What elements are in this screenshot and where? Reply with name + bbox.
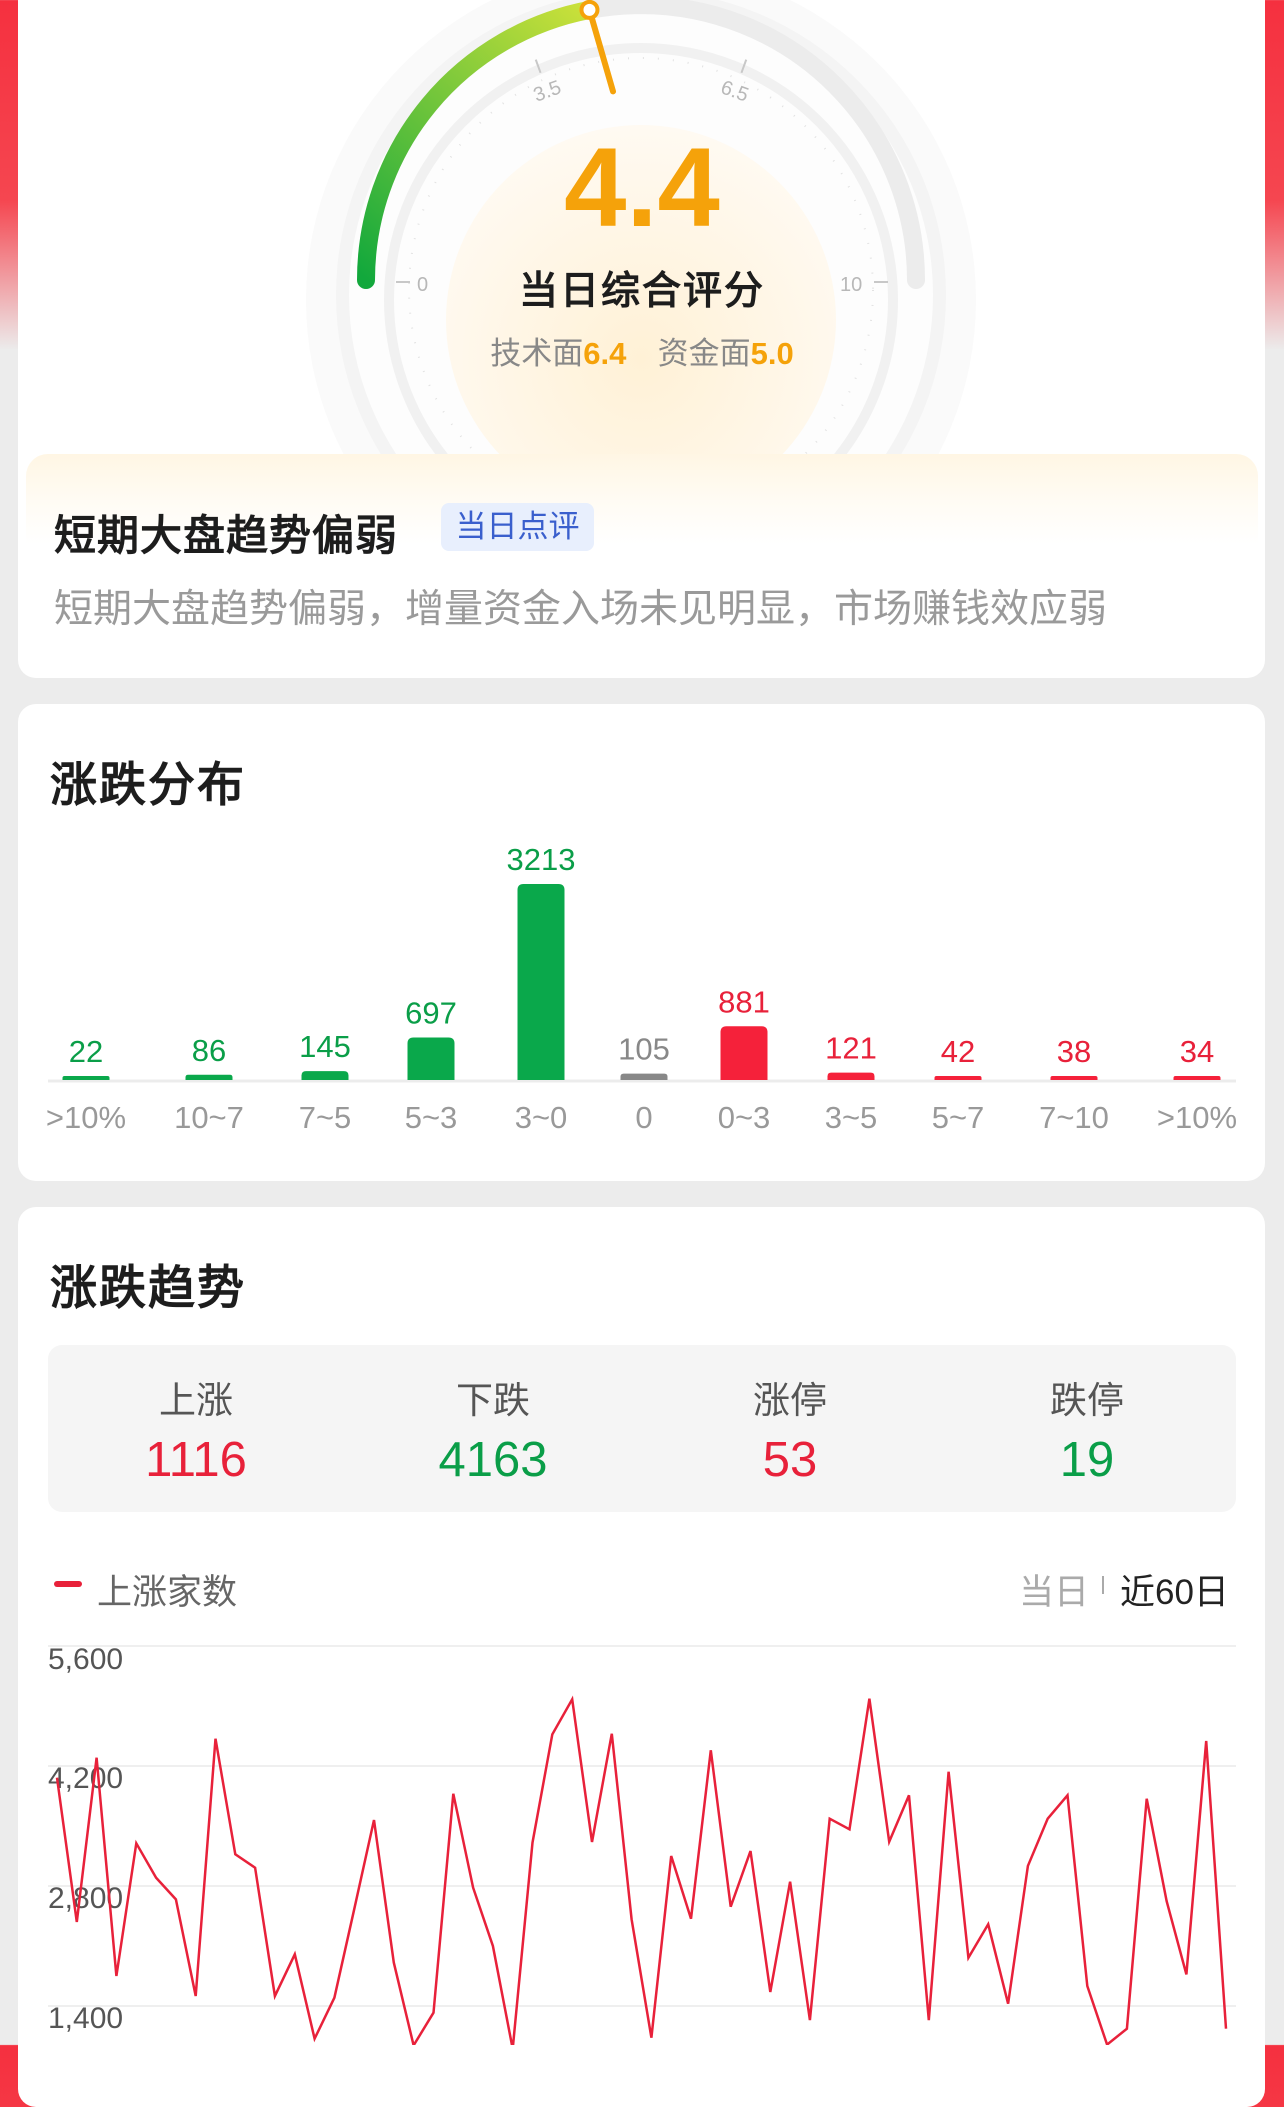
gauge-needle	[586, 6, 617, 95]
series-line-up-count	[55, 1695, 1228, 2045]
score-value: 4.4	[564, 125, 720, 250]
bar-value-label: 697	[405, 995, 457, 1030]
fund-value: 5.0	[750, 336, 794, 371]
svg-text:10: 10	[840, 274, 862, 296]
bar-category-label: 0	[635, 1100, 652, 1135]
stat-limit-up: 涨停 53	[670, 1370, 910, 1488]
bar-category-label: 5~7	[932, 1100, 985, 1135]
comment-badge: 当日点评	[441, 503, 594, 551]
gauge-tick-0: 0	[396, 274, 428, 296]
svg-text:0: 0	[417, 274, 428, 296]
bar	[620, 1073, 668, 1080]
bar	[407, 1037, 455, 1080]
bar	[1173, 1076, 1221, 1080]
bar	[934, 1076, 982, 1080]
stat-label: 涨停	[753, 1380, 827, 1421]
y-tick-label: 1,400	[48, 2002, 124, 2035]
fund-label: 资金面	[657, 336, 751, 371]
legend-line-icon	[54, 1581, 82, 1587]
gauge-value-arc	[357, 0, 599, 289]
trend-title: 涨跌趋势	[50, 1261, 246, 1314]
bar-value-label: 121	[825, 1031, 877, 1066]
range-divider	[1102, 1576, 1104, 1594]
gauge-tick-10: 10	[840, 274, 888, 296]
y-tick-label: 5,600	[48, 1643, 124, 1676]
comment-text: 短期大盘趋势偏弱，增量资金入场未见明显，市场赚钱效应弱	[54, 588, 1108, 631]
bar-value-label: 105	[618, 1032, 670, 1067]
bar	[720, 1026, 768, 1080]
score-gauge: 0 3.5 6.5 10	[306, 0, 976, 454]
bar-value-label: 3213	[507, 842, 576, 877]
stat-value: 4163	[438, 1433, 548, 1487]
bar-value-label: 22	[69, 1034, 103, 1069]
gauge-inner-ring	[384, 43, 898, 454]
bar-value-label: 42	[941, 1034, 975, 1069]
stat-label: 下跌	[456, 1380, 530, 1421]
stat-limit-down: 跌停 19	[967, 1370, 1207, 1488]
score-breakdown: 技术面6.4 资金面5.0	[0, 328, 1284, 373]
bar-category-label: 7~5	[299, 1100, 352, 1135]
bar	[185, 1074, 233, 1080]
y-tick-label: 4,200	[48, 1762, 124, 1795]
trend-line-chart	[48, 1645, 1236, 2045]
bar	[62, 1076, 110, 1080]
gauge-center-disk	[446, 125, 836, 454]
stat-down: 下跌 4163	[373, 1370, 613, 1488]
distribution-card: 涨跌分布	[18, 704, 1265, 1181]
bar-category-label: 0~3	[718, 1100, 771, 1135]
bar-value-label: 38	[1057, 1034, 1091, 1069]
range-option-today[interactable]: 当日	[1019, 1573, 1090, 1612]
bar-value-label: 34	[1180, 1034, 1214, 1069]
bar-category-label: 3~0	[515, 1100, 568, 1135]
bar	[1050, 1076, 1098, 1080]
gauge-needle-knob	[579, 0, 600, 20]
gauge-dotted-ring	[408, 57, 874, 454]
stat-value: 53	[762, 1433, 818, 1487]
tech-label: 技术面	[490, 336, 584, 371]
bar-category-label: 7~10	[1039, 1100, 1109, 1135]
bar-category-label: >10%	[46, 1100, 126, 1135]
trend-stats-box	[48, 1345, 1236, 1512]
range-option-60d[interactable]: 近60日	[1120, 1573, 1229, 1612]
stat-label: 跌停	[1050, 1380, 1124, 1421]
bar-value-label: 86	[192, 1033, 226, 1068]
bar-category-label: 3~5	[825, 1100, 878, 1135]
stat-value: 19	[1059, 1433, 1115, 1487]
distribution-chart: 22 >10% 86 10~7 145 7~5 697 5~3 3213 3~0 105 0 881 0~…	[46, 842, 1237, 1135]
bar	[301, 1071, 349, 1080]
stat-value: 1116	[145, 1433, 247, 1487]
stat-up: 上涨 1116	[76, 1370, 316, 1488]
bar-category-label: 10~7	[174, 1100, 244, 1135]
comment-band	[26, 454, 1258, 544]
bar-category-label: 5~3	[405, 1100, 458, 1135]
bar	[517, 884, 565, 1080]
bar	[827, 1072, 875, 1080]
bar-value-label: 881	[718, 984, 770, 1019]
stat-label: 上涨	[159, 1380, 233, 1421]
score-title: 当日综合评分	[518, 270, 765, 313]
legend-label: 上涨家数	[97, 1573, 238, 1612]
tech-value: 6.4	[583, 336, 627, 371]
bar-value-label: 145	[299, 1029, 351, 1064]
distribution-title: 涨跌分布	[50, 758, 246, 811]
comment-title: 短期大盘趋势偏弱	[54, 512, 399, 559]
bar-category-label: >10%	[1157, 1100, 1237, 1135]
